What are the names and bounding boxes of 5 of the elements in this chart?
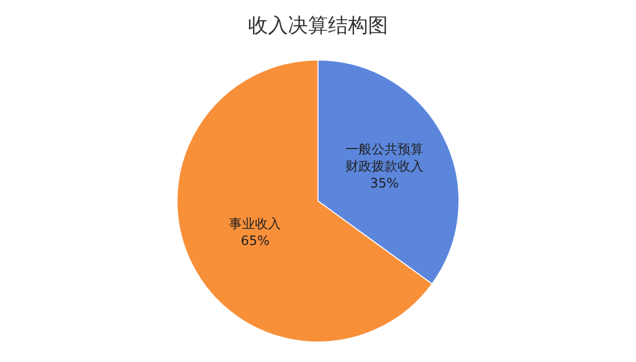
slice-label: 事业收入	[229, 217, 282, 232]
data-label: 35%	[370, 176, 399, 192]
data-label: 65%	[240, 234, 270, 249]
slice-label: 一般公共预算财政拨款收入	[345, 142, 424, 175]
chart-title: 收入决算结构图	[248, 13, 388, 38]
